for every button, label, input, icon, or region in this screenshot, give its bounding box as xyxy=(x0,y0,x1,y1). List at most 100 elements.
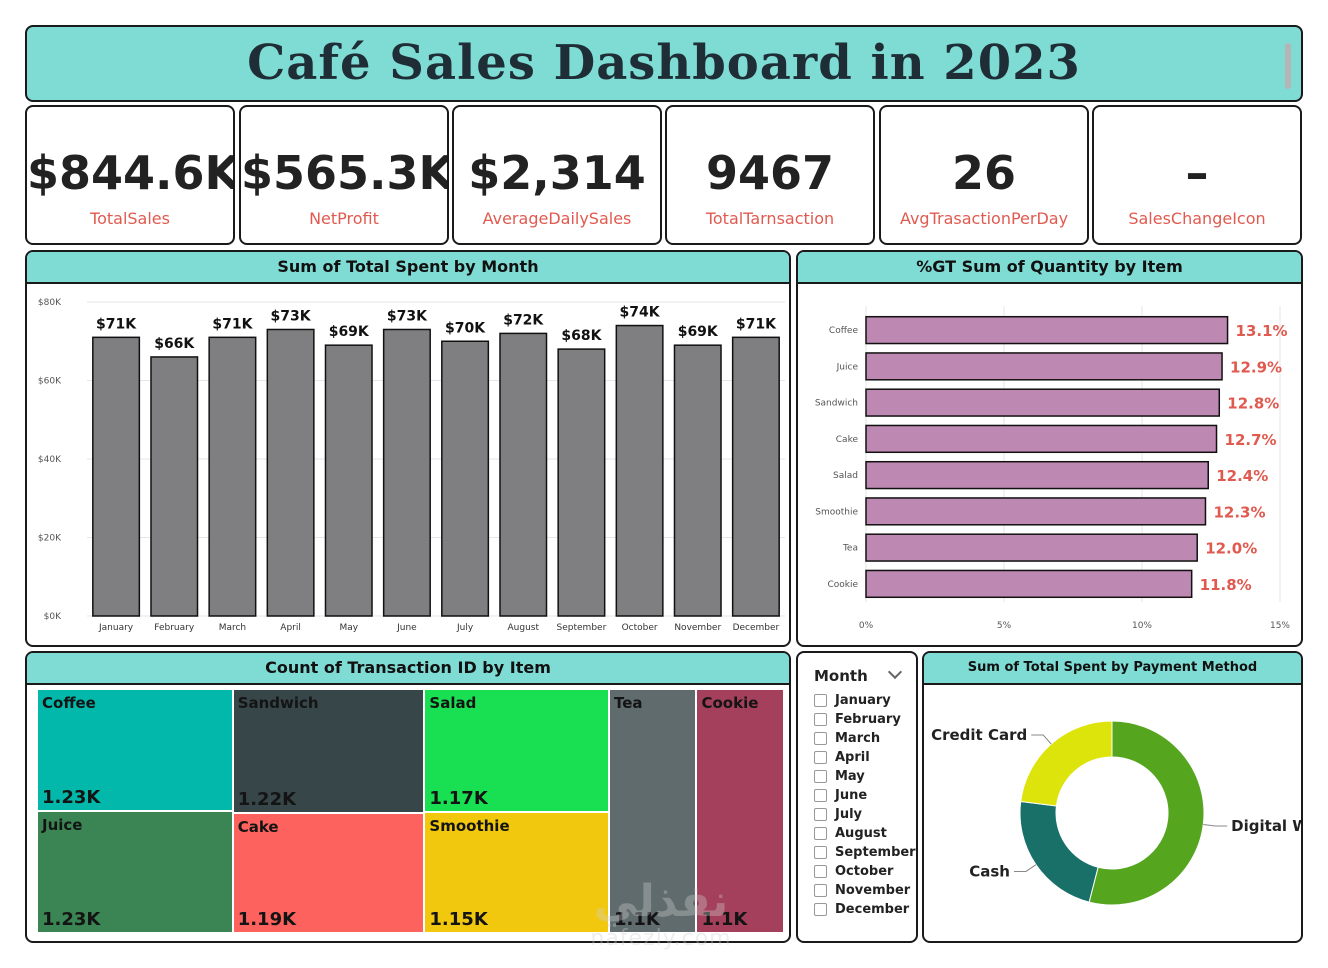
slicer-option-january[interactable]: January xyxy=(814,691,916,710)
bar-january[interactable] xyxy=(92,336,141,617)
data-label: $68K xyxy=(561,328,602,344)
checkbox[interactable] xyxy=(814,751,827,764)
checkbox[interactable] xyxy=(814,808,827,821)
kpi-label: AvgTrasactionPerDay xyxy=(899,209,1069,228)
bar-coffee[interactable] xyxy=(865,315,1229,345)
x-tick-label: 0% xyxy=(859,621,874,631)
checkbox[interactable] xyxy=(814,770,827,783)
title-banner: Café Sales Dashboard in 2023 xyxy=(25,25,1303,102)
bar-may[interactable] xyxy=(324,344,373,617)
slicer-option-label: January xyxy=(835,693,891,708)
x-tick-label: 15% xyxy=(1270,621,1290,631)
slicer-option-april[interactable]: April xyxy=(814,748,916,767)
kpi-value: 9467 xyxy=(705,146,835,200)
bar-november[interactable] xyxy=(673,344,722,617)
slicer-option-september[interactable]: September xyxy=(814,843,916,862)
bar-cake[interactable] xyxy=(865,424,1218,454)
checkbox[interactable] xyxy=(814,884,827,897)
treemap-tile-smoothie[interactable]: Smoothie 1.15K xyxy=(424,812,609,933)
bar-march[interactable] xyxy=(208,336,257,617)
slicer-option-june[interactable]: June xyxy=(814,786,916,805)
slicer-option-december[interactable]: December xyxy=(814,900,916,919)
data-label: 12.0% xyxy=(1205,540,1257,558)
data-label: $66K xyxy=(154,336,195,352)
slicer-option-february[interactable]: February xyxy=(814,710,916,729)
slicer-option-label: March xyxy=(835,731,881,746)
bar-tea[interactable] xyxy=(865,533,1198,562)
slicer-option-august[interactable]: August xyxy=(814,824,916,843)
bar-july[interactable] xyxy=(441,340,490,617)
slicer-option-october[interactable]: October xyxy=(814,862,916,881)
data-label: $73K xyxy=(271,308,312,324)
checkbox[interactable] xyxy=(814,827,827,840)
data-label: $69K xyxy=(329,324,370,340)
x-tick-label: 10% xyxy=(1132,621,1152,631)
kpi-label: TotalSales xyxy=(90,209,170,228)
slice-digital-wallet[interactable] xyxy=(1088,720,1205,906)
data-label: 12.7% xyxy=(1225,431,1277,449)
chevron-down-icon[interactable] xyxy=(887,664,903,680)
slicer-option-november[interactable]: November xyxy=(814,881,916,900)
bar-june[interactable] xyxy=(382,328,431,617)
slicer-title: Month xyxy=(814,667,868,685)
treemap-tile-coffee[interactable]: Coffee 1.23K xyxy=(37,689,233,811)
slice-credit-card[interactable] xyxy=(1020,720,1113,807)
slicer-option-may[interactable]: May xyxy=(814,767,916,786)
bar-april[interactable] xyxy=(266,328,315,617)
treemap-tile-sandwich[interactable]: Sandwich 1.22K xyxy=(232,689,425,813)
checkbox[interactable] xyxy=(814,865,827,878)
checkbox[interactable] xyxy=(814,694,827,707)
treemap-tile-cookie[interactable]: Cookie 1.1K xyxy=(696,689,784,933)
x-tick-label: February xyxy=(154,623,195,633)
x-tick-label: December xyxy=(733,623,780,633)
treemap-tile-salad[interactable]: Salad 1.17K xyxy=(424,689,609,813)
treemap-tile-cake[interactable]: Cake 1.19K xyxy=(232,812,425,933)
bar-august[interactable] xyxy=(499,332,548,617)
bar-salad[interactable] xyxy=(865,460,1209,490)
checkbox[interactable] xyxy=(814,713,827,726)
bar-smoothie[interactable] xyxy=(865,497,1207,526)
tile-name: Sandwich xyxy=(237,694,319,712)
kpi-label: TotalTarnsaction xyxy=(705,209,835,228)
leader-line xyxy=(1031,734,1052,745)
x-tick-label: June xyxy=(396,623,417,633)
bar-cookie[interactable] xyxy=(865,569,1193,599)
y-tick-label: $80K xyxy=(38,298,62,308)
slice-cash[interactable] xyxy=(1019,800,1099,903)
data-label: 12.3% xyxy=(1213,503,1265,521)
leader-line xyxy=(1203,824,1228,827)
scrollbar-thumb[interactable] xyxy=(1285,43,1291,89)
checkbox[interactable] xyxy=(814,903,827,916)
kpi-value: – xyxy=(1185,146,1209,200)
bar-september[interactable] xyxy=(557,348,606,617)
slicer-option-july[interactable]: July xyxy=(814,805,916,824)
bar-october[interactable] xyxy=(615,324,664,617)
x-tick-label: 5% xyxy=(997,621,1012,631)
kpi-label: SalesChangeIcon xyxy=(1128,209,1266,228)
month-bar-chart: $0K $20K $40K $60K $80K $71K January $66K Februa… xyxy=(38,298,785,633)
y-tick-label: Cake xyxy=(836,435,859,445)
slicer-option-march[interactable]: March xyxy=(814,729,916,748)
x-tick-label: November xyxy=(674,623,721,633)
checkbox[interactable] xyxy=(814,789,827,802)
kpi-value: $565.3K xyxy=(241,146,449,200)
dashboard-title: Café Sales Dashboard in 2023 xyxy=(247,35,1081,91)
bar-december[interactable] xyxy=(731,336,780,617)
checkbox[interactable] xyxy=(814,846,827,859)
y-tick-label: Tea xyxy=(842,544,858,554)
bar-february[interactable] xyxy=(150,356,199,617)
chart-title: Sum of Total Spent by Payment Method xyxy=(924,653,1301,685)
x-tick-label: May xyxy=(339,623,358,633)
bar-sandwich[interactable] xyxy=(865,388,1221,417)
data-label: $71K xyxy=(212,316,253,332)
tile-name: Cake xyxy=(237,817,279,836)
checkbox[interactable] xyxy=(814,732,827,745)
tile-name: Cookie xyxy=(701,694,759,712)
chart-title: Count of Transaction ID by Item xyxy=(27,653,789,685)
treemap-tile-juice[interactable]: Juice 1.23K xyxy=(37,811,233,933)
x-tick-label: April xyxy=(280,623,301,633)
treemap-tile-tea[interactable]: Tea 1.1K xyxy=(608,689,697,933)
bar-juice[interactable] xyxy=(865,352,1223,381)
kpi-value: $844.6K xyxy=(27,146,235,200)
slicer-option-label: June xyxy=(835,788,868,803)
